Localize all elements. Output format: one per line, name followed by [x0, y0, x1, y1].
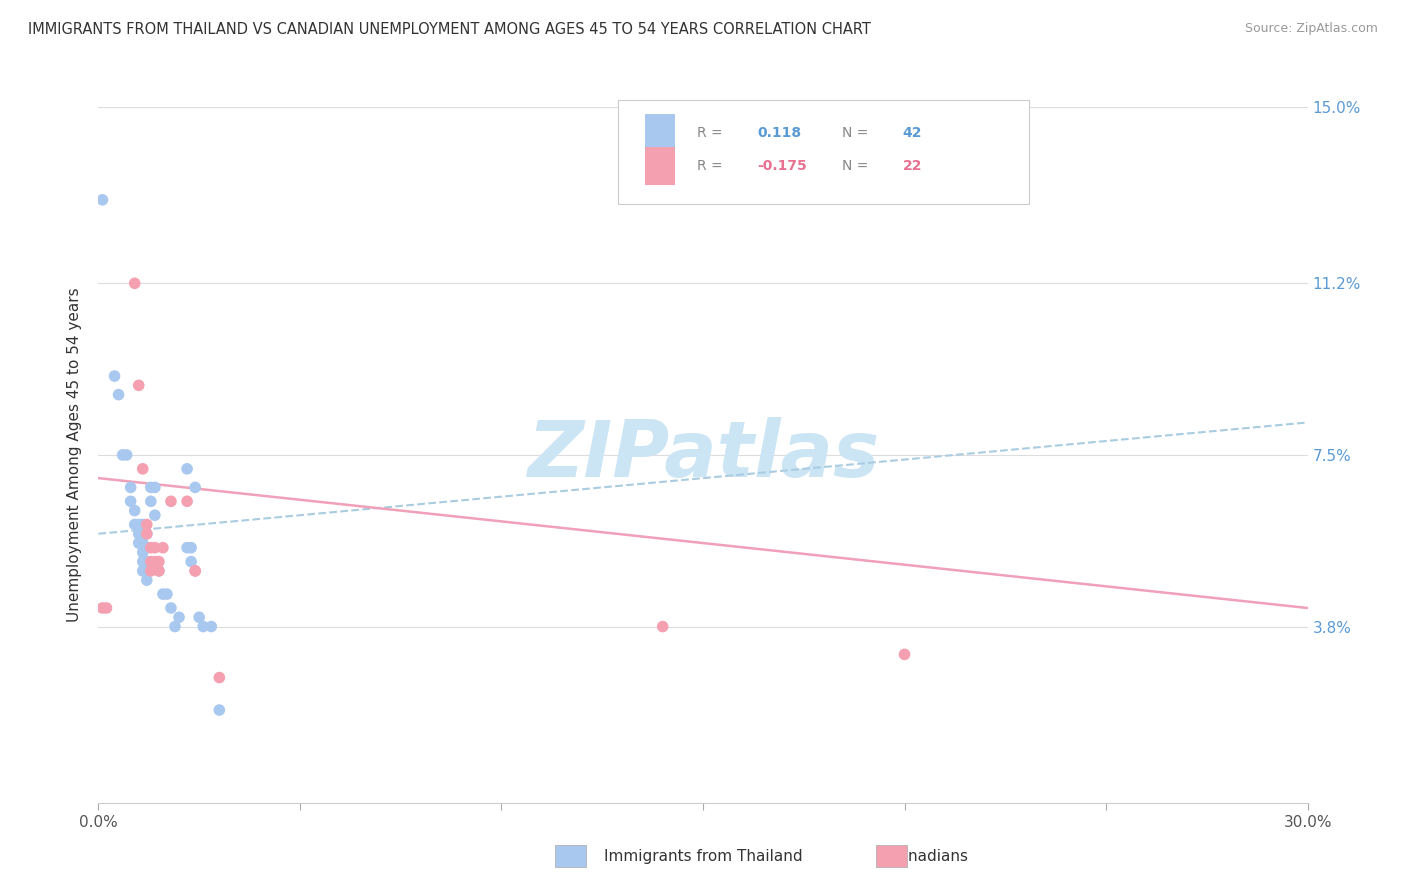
Point [180, 555, 202, 569]
Y-axis label: Unemployment Among Ages 45 to 54 years: Unemployment Among Ages 45 to 54 years [67, 287, 83, 623]
Point [132, 517, 155, 532]
Point [143, 480, 166, 494]
Point [163, 619, 186, 633]
Point [184, 480, 207, 494]
Point [135, 573, 157, 587]
Text: ZIPatlas: ZIPatlas [527, 417, 879, 493]
Point [135, 517, 157, 532]
Point [143, 508, 166, 523]
Point [651, 619, 673, 633]
Point [176, 541, 198, 555]
Point [139, 541, 162, 555]
Text: IMMIGRANTS FROM THAILAND VS CANADIAN UNEMPLOYMENT AMONG AGES 45 TO 54 YEARS CORR: IMMIGRANTS FROM THAILAND VS CANADIAN UNE… [28, 22, 870, 37]
Point [107, 387, 129, 401]
Point [128, 517, 150, 532]
Point [148, 555, 170, 569]
Point [143, 555, 166, 569]
FancyBboxPatch shape [619, 100, 1029, 204]
Point [96, 601, 118, 615]
Point [184, 564, 207, 578]
Text: Canadians: Canadians [889, 849, 967, 863]
Point [120, 494, 142, 508]
Point [132, 526, 155, 541]
Text: -0.175: -0.175 [758, 159, 807, 173]
Text: 22: 22 [903, 159, 922, 173]
Point [120, 480, 142, 494]
Point [132, 555, 155, 569]
Point [208, 671, 231, 685]
Text: Immigrants from Thailand: Immigrants from Thailand [603, 849, 803, 863]
Point [135, 555, 157, 569]
Point [193, 619, 215, 633]
Text: 0.118: 0.118 [758, 126, 801, 140]
Point [148, 564, 170, 578]
Point [103, 369, 125, 384]
Point [160, 601, 183, 615]
Text: N =: N = [842, 126, 869, 140]
Point [176, 462, 198, 476]
Point [180, 541, 202, 555]
Point [128, 536, 150, 550]
Point [135, 526, 157, 541]
Point [128, 378, 150, 392]
Point [135, 526, 157, 541]
Point [143, 541, 166, 555]
Point [167, 610, 190, 624]
FancyBboxPatch shape [645, 114, 675, 153]
Point [111, 448, 134, 462]
Point [152, 587, 174, 601]
Point [893, 648, 915, 662]
Point [91, 193, 114, 207]
Point [91, 601, 114, 615]
FancyBboxPatch shape [645, 146, 675, 185]
Point [152, 541, 174, 555]
Point [148, 564, 170, 578]
Text: 42: 42 [903, 126, 922, 140]
Point [135, 564, 157, 578]
Text: N =: N = [842, 159, 869, 173]
Text: R =: R = [697, 159, 723, 173]
Point [184, 564, 207, 578]
Point [200, 619, 222, 633]
Point [128, 526, 150, 541]
Point [132, 536, 155, 550]
Point [135, 541, 157, 555]
Point [139, 564, 162, 578]
Point [124, 503, 146, 517]
Point [160, 494, 183, 508]
Point [156, 587, 179, 601]
Point [139, 480, 162, 494]
Point [176, 494, 198, 508]
Point [208, 703, 231, 717]
Point [188, 610, 211, 624]
Point [132, 564, 155, 578]
Point [132, 462, 155, 476]
Point [139, 555, 162, 569]
Point [139, 494, 162, 508]
Text: R =: R = [697, 126, 723, 140]
Point [132, 545, 155, 559]
Point [124, 277, 146, 291]
Point [115, 448, 138, 462]
Point [124, 517, 146, 532]
Text: Source: ZipAtlas.com: Source: ZipAtlas.com [1244, 22, 1378, 36]
